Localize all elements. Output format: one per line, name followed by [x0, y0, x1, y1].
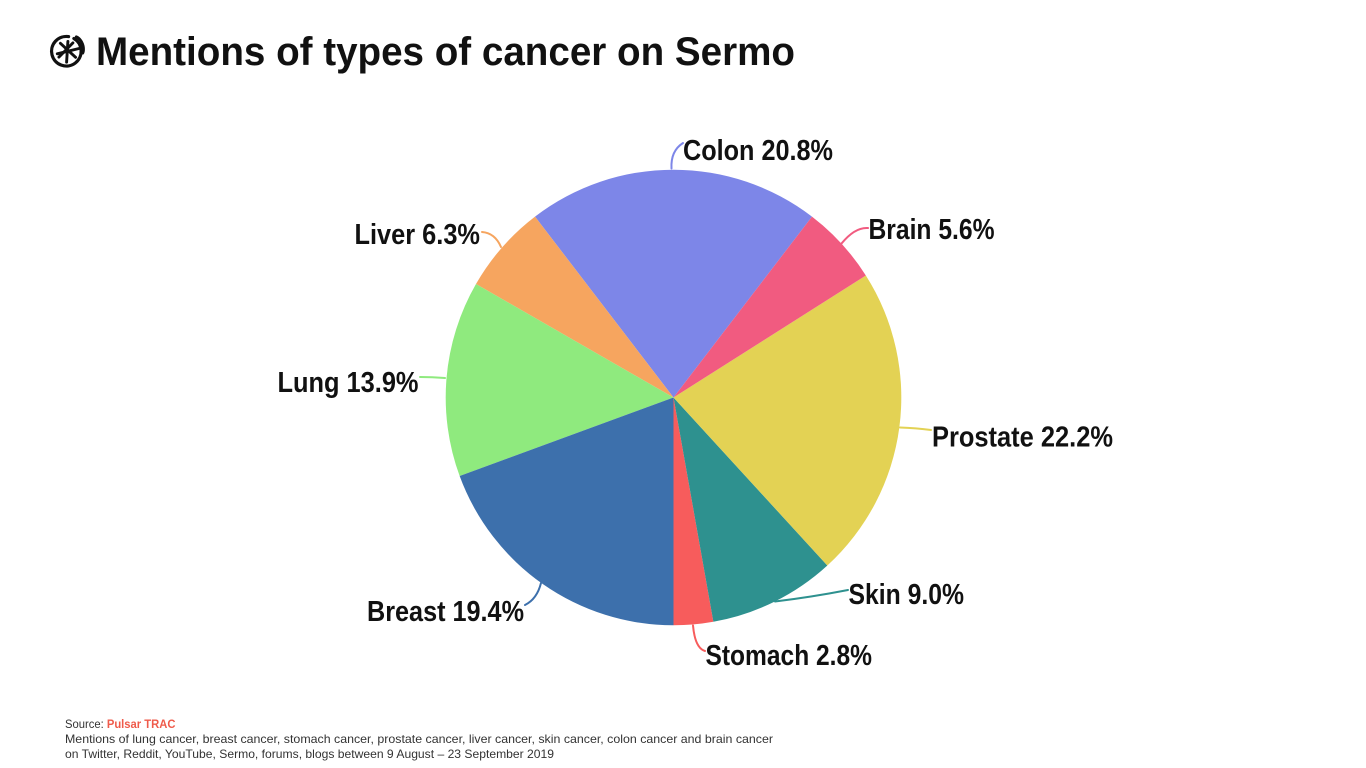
svg-text:Liver 6.3%: Liver 6.3%: [355, 219, 481, 251]
svg-text:Breast 19.4%: Breast 19.4%: [367, 596, 524, 628]
svg-text:Source: Pulsar TRAC: Source: Pulsar TRAC: [65, 717, 176, 731]
svg-text:Lung 13.9%: Lung 13.9%: [278, 367, 419, 399]
svg-text:on Twitter, Reddit, YouTube, S: on Twitter, Reddit, YouTube, Sermo, foru…: [65, 747, 554, 761]
svg-text:Colon 20.8%: Colon 20.8%: [683, 135, 833, 167]
svg-text:Skin 9.0%: Skin 9.0%: [849, 579, 965, 611]
svg-text:Stomach 2.8%: Stomach 2.8%: [706, 640, 873, 672]
svg-text:Mentions of types of cancer on: Mentions of types of cancer on Sermo: [96, 30, 795, 74]
svg-text:Prostate 22.2%: Prostate 22.2%: [932, 422, 1113, 454]
svg-text:Brain 5.6%: Brain 5.6%: [869, 214, 995, 246]
svg-text:Mentions of lung cancer, breas: Mentions of lung cancer, breast cancer, …: [65, 732, 773, 746]
